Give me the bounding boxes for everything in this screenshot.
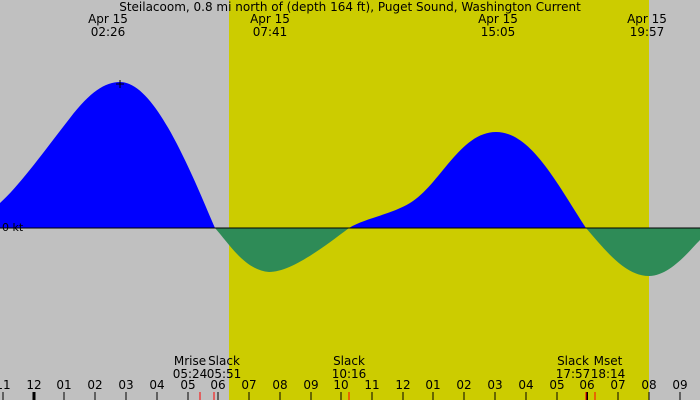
event-max-ebb-2: Apr 15 19:57 [627, 13, 667, 39]
hour-label: 03 [487, 378, 503, 392]
hour-label: 05 [180, 378, 196, 392]
slack-label-2: Slack 10:16 [332, 355, 367, 381]
hour-ticks [2, 392, 681, 400]
event-date: Apr 15 [88, 12, 128, 26]
hour-label: 08 [641, 378, 657, 392]
hour-label: 10 [333, 378, 349, 392]
hour-label: 11 [364, 378, 380, 392]
hour-label: 02 [456, 378, 472, 392]
event-time: 18:14 [590, 367, 626, 381]
chart-title: Steilacoom, 0.8 mi north of (depth 164 f… [119, 0, 581, 14]
flood-area-1 [0, 82, 215, 228]
hour-label: 08 [272, 378, 288, 392]
event-max-ebb-1: Apr 15 07:41 [250, 13, 290, 39]
moonrise-label: Mrise 05:24 [173, 355, 208, 381]
event-time: 10:16 [331, 367, 367, 381]
hour-label: 12 [26, 378, 42, 392]
hour-label: 04 [149, 378, 165, 392]
hour-label: 01 [425, 378, 441, 392]
event-time: 19:57 [629, 25, 665, 39]
event-time: 15:05 [480, 25, 516, 39]
hour-label: 09 [672, 378, 688, 392]
event-time: 07:41 [252, 25, 288, 39]
flood-area-2 [349, 132, 586, 228]
event-time: 02:26 [90, 25, 126, 39]
hour-label: 11 [0, 378, 11, 392]
hour-label: 06 [579, 378, 595, 392]
event-label: Slack [557, 354, 589, 368]
hour-label: 07 [610, 378, 626, 392]
slack-label-3: Slack 17:57 [556, 355, 591, 381]
event-date: Apr 15 [478, 12, 518, 26]
zero-kt-label: 0 kt [2, 221, 24, 234]
hour-label: 07 [241, 378, 257, 392]
event-max-flood-2: Apr 15 15:05 [478, 13, 518, 39]
hour-label: 12 [395, 378, 411, 392]
event-label: Slack [208, 354, 240, 368]
event-date: Apr 15 [250, 12, 290, 26]
hour-label: 09 [303, 378, 319, 392]
slack-label-1: Slack 05:51 [207, 355, 242, 381]
event-ticks [199, 392, 596, 400]
hour-label: 03 [118, 378, 134, 392]
event-label: Mrise [173, 354, 207, 368]
moonset-label: Mset 18:14 [591, 355, 626, 381]
hour-label: 05 [549, 378, 565, 392]
max-current-marker [116, 80, 124, 88]
event-max-flood-1: Apr 15 02:26 [88, 13, 128, 39]
event-date: Apr 15 [627, 12, 667, 26]
ebb-area-2 [586, 228, 700, 276]
event-time: 05:24 [172, 367, 208, 381]
hour-label: 04 [518, 378, 534, 392]
ebb-area-1 [215, 228, 349, 272]
event-time: 17:57 [555, 367, 591, 381]
event-time: 05:51 [206, 367, 242, 381]
hour-label: 06 [210, 378, 226, 392]
hour-label: 02 [87, 378, 103, 392]
event-label: Mset [593, 354, 623, 368]
event-label: Slack [333, 354, 365, 368]
hour-label: 01 [56, 378, 72, 392]
